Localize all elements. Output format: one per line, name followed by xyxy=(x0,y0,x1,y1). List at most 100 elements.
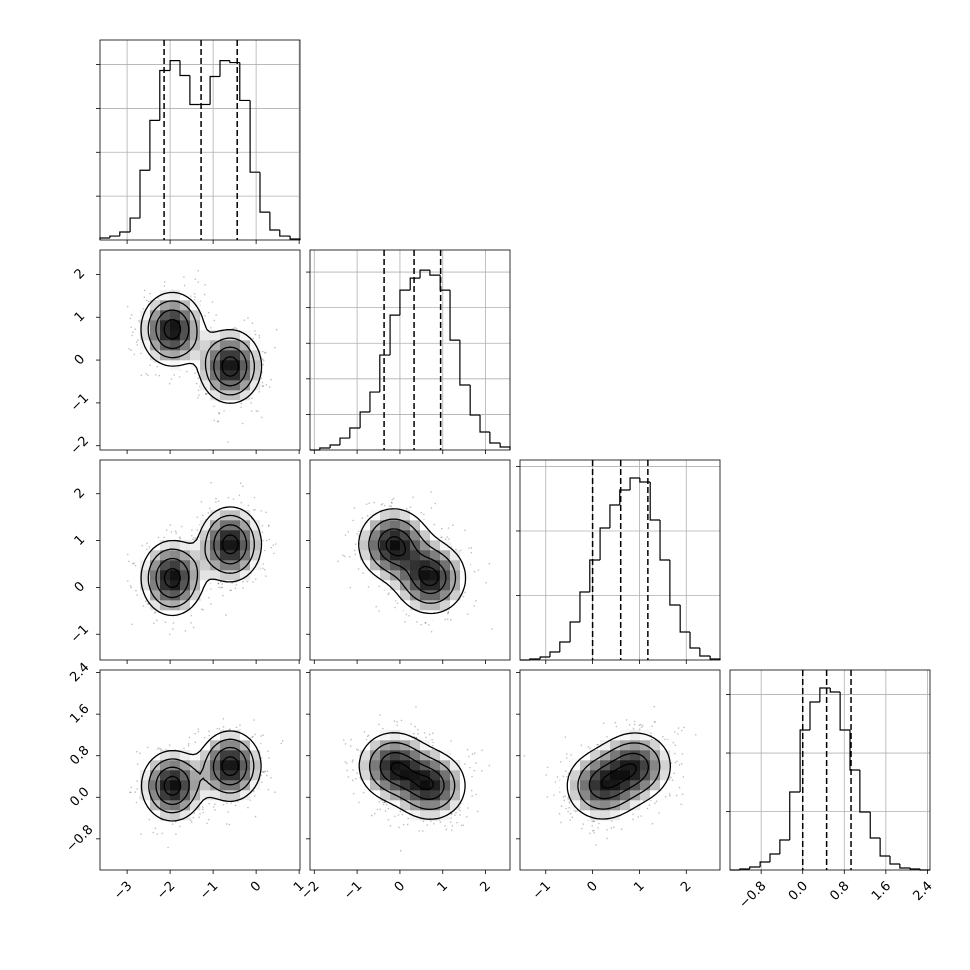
sample-point xyxy=(391,498,394,501)
density-cell xyxy=(150,300,161,311)
sample-point xyxy=(140,833,142,835)
density-cell xyxy=(430,580,441,591)
sample-point xyxy=(241,422,244,425)
sample-point xyxy=(254,329,256,332)
sample-point xyxy=(388,505,391,507)
sample-point xyxy=(210,603,212,605)
sample-point xyxy=(462,595,465,598)
sample-point xyxy=(130,586,133,589)
sample-point xyxy=(134,564,137,567)
sample-point xyxy=(268,538,270,541)
sample-point xyxy=(261,358,264,361)
sample-point xyxy=(404,620,406,623)
sample-point xyxy=(247,504,250,507)
density-cell xyxy=(400,520,411,531)
density-cell xyxy=(190,760,201,771)
sample-point xyxy=(275,328,278,331)
density-cell xyxy=(400,540,411,551)
histogram-step xyxy=(339,437,350,446)
density-cell xyxy=(190,560,201,571)
density-cell xyxy=(220,550,231,561)
density-cell xyxy=(410,530,421,541)
sample-point xyxy=(266,770,269,772)
density-cell xyxy=(150,600,161,611)
contour xyxy=(147,514,255,608)
density-cell xyxy=(380,510,391,521)
density-cell xyxy=(220,520,231,531)
sample-point xyxy=(387,593,389,596)
density-cell xyxy=(210,790,221,801)
sample-point xyxy=(205,393,208,396)
sample-point xyxy=(265,384,268,386)
sample-point xyxy=(214,809,216,811)
density-cell xyxy=(190,800,201,811)
sample-point xyxy=(134,791,137,793)
density-cell xyxy=(370,550,381,561)
density-cell xyxy=(400,570,411,581)
sample-point xyxy=(155,374,157,376)
sample-point xyxy=(243,319,246,321)
density-cell xyxy=(380,550,391,561)
density-cell xyxy=(230,500,241,511)
sample-point xyxy=(468,547,470,549)
sample-point xyxy=(447,611,450,614)
density-cell xyxy=(390,590,401,601)
histogram-step xyxy=(679,604,691,633)
density-cell xyxy=(420,530,431,541)
sample-point xyxy=(165,529,168,532)
sample-point xyxy=(383,504,386,507)
density-cell xyxy=(230,340,241,351)
sample-point xyxy=(222,803,225,806)
density-cell xyxy=(440,600,451,611)
sample-point xyxy=(194,741,197,744)
sample-point xyxy=(213,419,215,422)
sample-point xyxy=(202,808,204,811)
sample-point xyxy=(209,588,212,590)
histogram-step xyxy=(669,560,681,606)
density-cell xyxy=(140,790,151,801)
sample-point xyxy=(171,823,174,825)
density-cell xyxy=(170,290,181,301)
density-cell xyxy=(180,610,191,621)
sample-point xyxy=(441,536,443,538)
density-cell xyxy=(150,750,161,761)
density-cell xyxy=(410,590,421,601)
sample-point xyxy=(205,393,207,395)
density-cell xyxy=(170,750,181,761)
sample-point xyxy=(347,531,350,533)
sample-point xyxy=(148,546,151,548)
sample-point xyxy=(491,628,493,630)
sample-point xyxy=(258,391,261,393)
sample-point xyxy=(168,744,171,746)
sample-point xyxy=(354,553,357,556)
sample-point xyxy=(264,575,267,577)
sample-point xyxy=(235,726,238,729)
density-cell xyxy=(460,560,471,571)
histogram-step xyxy=(419,269,430,279)
density-cell xyxy=(220,530,231,541)
density-cell xyxy=(170,350,181,361)
sample-point xyxy=(208,730,210,732)
sample-point xyxy=(258,336,261,339)
histogram-step xyxy=(179,60,190,77)
sample-point xyxy=(242,587,244,589)
density-cell xyxy=(450,600,461,611)
sample-point xyxy=(196,529,199,532)
histogram-panel xyxy=(96,39,301,244)
density-cell xyxy=(370,520,381,531)
sample-point xyxy=(192,626,195,629)
density-cell xyxy=(160,770,171,781)
contour xyxy=(155,746,248,806)
histogram-step xyxy=(129,217,140,233)
density-cell xyxy=(170,570,181,581)
density-cell xyxy=(220,510,231,521)
sample-point xyxy=(392,497,395,500)
density-cell xyxy=(170,790,181,801)
sample-point xyxy=(239,724,241,726)
density-cell xyxy=(420,540,431,551)
sample-point xyxy=(197,396,199,399)
density-cell xyxy=(220,340,231,351)
sample-point xyxy=(194,296,196,298)
sample-point xyxy=(137,339,139,341)
